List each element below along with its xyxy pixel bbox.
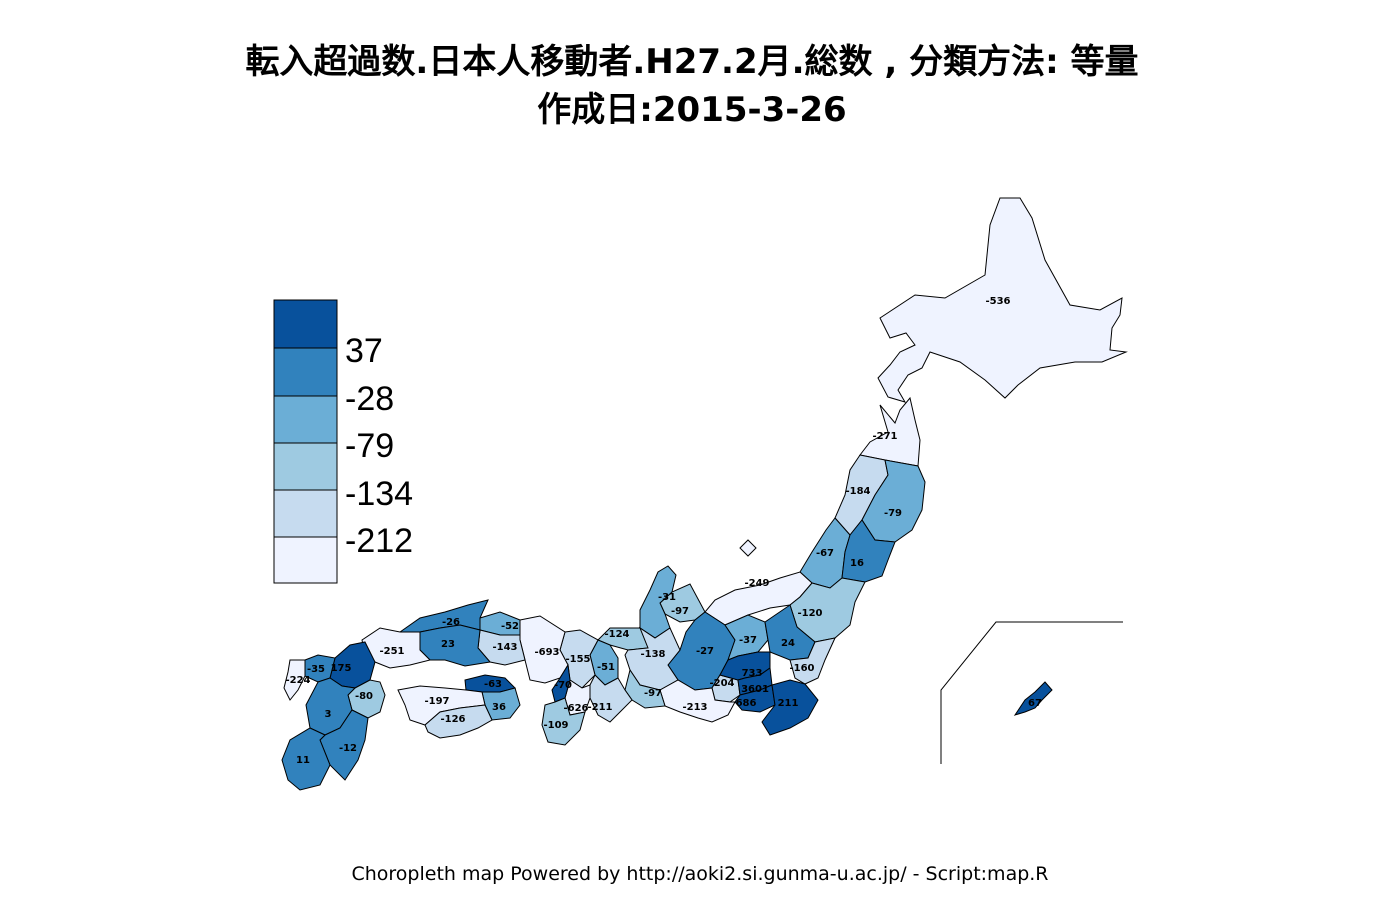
legend-swatch-2 (273, 395, 338, 444)
value-label-saitama: 733 (742, 668, 763, 679)
value-label-tochigi: 24 (781, 638, 795, 649)
value-label-kumamoto: 3 (325, 709, 332, 720)
value-label-akita: -184 (845, 486, 870, 497)
legend-swatch-5 (273, 536, 338, 584)
value-label-toyama: -97 (671, 606, 689, 617)
value-label-fukui: -124 (604, 629, 629, 640)
value-label-kagawa: -63 (484, 679, 502, 690)
value-label-osaka: -70 (554, 680, 572, 691)
legend-break-2: -79 (345, 427, 394, 465)
pref-mie (589, 674, 633, 723)
pref-ishikawa (639, 565, 677, 639)
okinawa-inset-frame (940, 621, 1123, 764)
pref-sado-island (739, 539, 757, 557)
value-label-hyogo: -693 (534, 647, 559, 658)
value-label-yamanashi: -204 (709, 678, 734, 689)
legend-break-0: 37 (345, 332, 383, 370)
value-label-tokyo: 3601 (741, 684, 769, 695)
value-label-miyazaki: -12 (339, 743, 357, 754)
pref-fukushima (789, 577, 866, 643)
pref-chiba (761, 679, 819, 736)
value-label-hiroshima: 23 (441, 639, 455, 650)
value-label-kagoshima: 11 (296, 755, 310, 766)
pref-miyagi (841, 519, 896, 583)
value-label-oita: -80 (355, 691, 373, 702)
value-label-shizuoka: -213 (682, 702, 707, 713)
value-label-kanagawa: 686 (736, 698, 757, 709)
legend-break-3: -134 (345, 475, 413, 513)
pref-wakayama (541, 697, 586, 746)
value-label-saga: -35 (307, 664, 325, 675)
value-label-okinawa: 67 (1028, 698, 1042, 709)
footer-credit: Choropleth map Powered by http://aoki2.s… (351, 863, 1049, 885)
value-label-ibaraki: -160 (789, 663, 814, 674)
value-label-nagano: -27 (696, 646, 714, 657)
legend-swatch-4 (273, 489, 338, 538)
value-label-fukuoka: 175 (331, 663, 352, 674)
value-label-tottori: -52 (501, 621, 519, 632)
map-subtitle-date: 作成日:2015-3-26 (537, 90, 847, 130)
value-label-iwate: -79 (884, 508, 902, 519)
value-label-tokushima: 36 (492, 702, 506, 713)
legend-swatch-1 (273, 347, 338, 397)
value-label-fukushima: -120 (797, 608, 822, 619)
legend: 37 -28 -79 -134 -212 (273, 299, 413, 584)
value-label-yamagata: -67 (816, 548, 834, 559)
pref-nagasaki (283, 659, 306, 701)
value-label-ishikawa: -31 (658, 592, 676, 603)
value-label-hokkaido: -536 (985, 296, 1010, 307)
value-label-ehime: -197 (424, 696, 449, 707)
legend-break-1: -28 (345, 380, 394, 418)
value-label-shiga: -51 (597, 662, 615, 673)
value-label-kochi: -126 (440, 714, 465, 725)
pref-shizuoka (659, 679, 736, 723)
value-label-chiba: 211 (778, 698, 799, 709)
value-label-aomori: -271 (872, 431, 897, 442)
value-label-miyagi: 16 (850, 558, 864, 569)
value-label-aichi: -97 (644, 688, 662, 699)
value-label-shimane: -26 (442, 617, 460, 628)
pref-kochi (424, 704, 493, 739)
map-title: 転入超過数.日本人移動者.H27.2月.総数 , 分類方法: 等量 (245, 42, 1139, 82)
value-label-yamaguchi: -251 (379, 646, 404, 657)
pref-hokkaido (877, 197, 1128, 403)
value-label-nara: -626 (563, 703, 588, 714)
legend-break-4: -212 (345, 522, 413, 560)
value-label-niigata: -249 (744, 578, 769, 589)
value-label-kyoto: -155 (565, 654, 590, 665)
value-label-wakayama: -109 (543, 720, 568, 731)
pref-miyazaki (319, 709, 369, 781)
pref-ibaraki (789, 637, 836, 685)
pref-okinawa (1013, 681, 1053, 716)
value-label-mie: -211 (587, 702, 612, 713)
pref-kagoshima (281, 727, 331, 791)
value-label-gifu: -138 (640, 649, 665, 660)
pref-aomori (859, 396, 921, 467)
legend-swatch-0 (273, 299, 338, 349)
pref-kanagawa (734, 684, 776, 713)
value-label-okayama: -143 (492, 642, 517, 653)
legend-swatch-3 (273, 442, 338, 491)
value-label-gunma: -37 (739, 635, 757, 646)
value-label-nagasaki: -224 (285, 675, 310, 686)
